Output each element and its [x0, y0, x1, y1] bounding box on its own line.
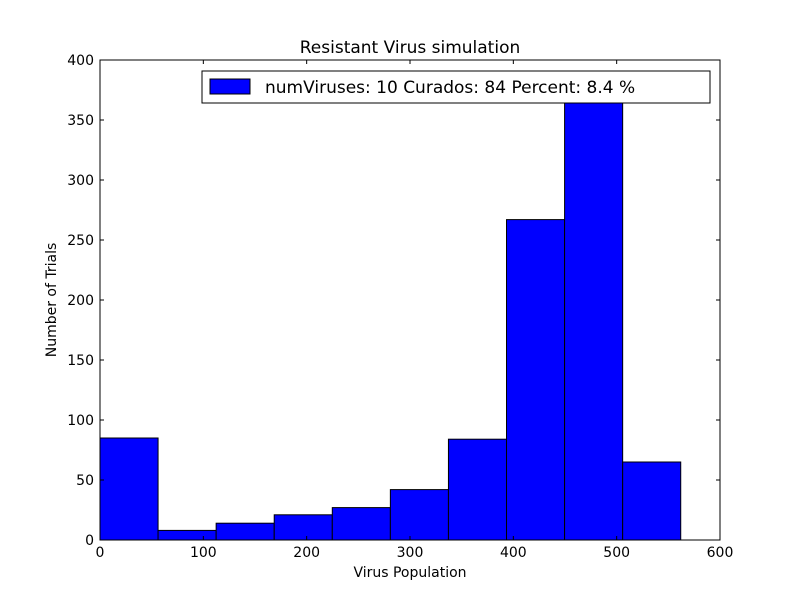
- y-tick-label-350: 350: [67, 113, 94, 129]
- bar-4: [331, 507, 391, 541]
- bar-9: [622, 461, 682, 541]
- x-tick-label-0: 0: [96, 545, 105, 561]
- bars-group: [99, 100, 682, 541]
- y-tick-label-100: 100: [67, 413, 94, 429]
- y-tick-label-50: 50: [76, 473, 94, 489]
- legend: numViruses: 10 Curados: 84 Percent: 8.4 …: [201, 70, 711, 104]
- x-tick-label-300: 300: [397, 545, 424, 561]
- y-axis-label: Number of Trials: [44, 243, 60, 358]
- x-tick-label-100: 100: [190, 545, 217, 561]
- ticks-group: [99, 59, 721, 541]
- bar-1: [157, 529, 217, 541]
- chart-title: Resistant Virus simulation: [300, 38, 521, 58]
- x-axis-label: Virus Population: [353, 565, 466, 581]
- tick-labels-group: 0 100 200 300 400 500 600 0 50 100 150 200 250 300 350…: [67, 53, 733, 561]
- y-tick-label-300: 300: [67, 173, 94, 189]
- y-tick-label-250: 250: [67, 233, 94, 249]
- legend-swatch: [209, 78, 251, 95]
- y-tick-label-200: 200: [67, 293, 94, 309]
- x-tick-label-600: 600: [707, 545, 734, 561]
- bar-3: [273, 514, 333, 541]
- legend-box: [201, 70, 711, 104]
- y-tick-label-400: 400: [67, 53, 94, 69]
- x-tick-label-400: 400: [500, 545, 527, 561]
- x-tick-label-200: 200: [293, 545, 320, 561]
- bar-2: [215, 522, 275, 541]
- bar-8: [564, 100, 624, 541]
- bar-5: [389, 489, 449, 541]
- x-tick-label-500: 500: [603, 545, 630, 561]
- bar-7: [506, 219, 566, 541]
- y-tick-label-150: 150: [67, 353, 94, 369]
- legend-entry: numViruses: 10 Curados: 84 Percent: 8.4 …: [265, 78, 635, 98]
- bar-6: [447, 438, 508, 541]
- y-tick-label-0: 0: [85, 533, 94, 549]
- bar-0: [99, 437, 159, 541]
